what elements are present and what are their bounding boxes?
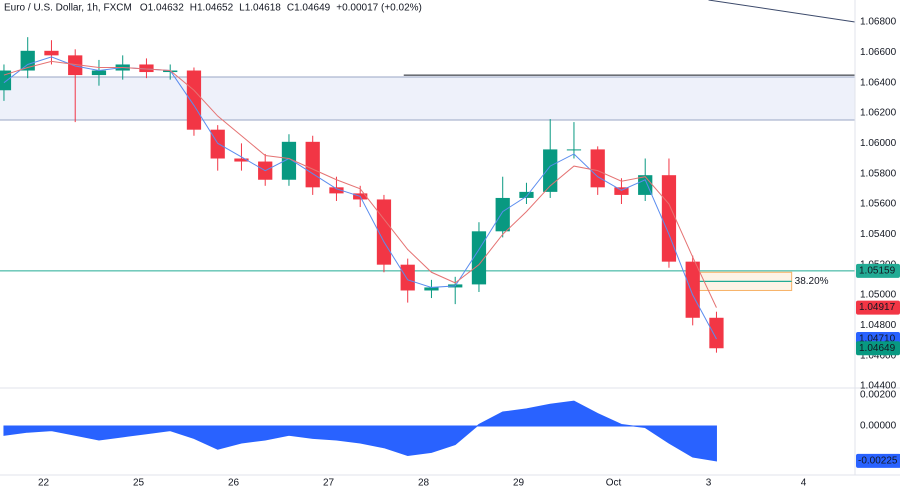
candle-body <box>661 175 677 262</box>
candle-body <box>685 261 700 318</box>
candle-body <box>424 287 439 291</box>
osc-badge <box>856 453 900 468</box>
candle-body <box>329 187 344 194</box>
fib-label: 38.20% <box>795 276 829 287</box>
price-badge-label: 1.04649 <box>859 343 896 354</box>
price-badge <box>856 341 900 356</box>
zone <box>0 77 855 120</box>
price-badge <box>856 263 900 278</box>
oscillator-area <box>3 400 717 462</box>
y-tick-label: 1.04600 <box>860 350 897 361</box>
candle-body <box>281 141 297 180</box>
y-tick-label: 1.06800 <box>860 17 897 28</box>
trend-line <box>708 0 856 23</box>
price-badge <box>856 300 900 315</box>
candle-body <box>234 158 249 162</box>
y-tick-label: 1.06400 <box>860 77 897 88</box>
x-tick-label: 4 <box>801 478 807 489</box>
y-tick-label: 0.00200 <box>860 390 897 401</box>
osc-badge-label: -0.00225 <box>858 456 898 467</box>
candle-body <box>20 50 35 71</box>
y-tick-label: 0.00000 <box>860 421 897 432</box>
candle-body <box>709 317 724 349</box>
y-tick-label: 1.05000 <box>860 290 897 301</box>
candle-body <box>44 50 59 56</box>
x-tick-label: 26 <box>228 478 240 489</box>
candle-body <box>91 70 107 76</box>
candle-body <box>186 70 202 130</box>
x-tick-label: 3 <box>706 478 712 489</box>
ohlc-value: C1.04649 <box>287 3 331 14</box>
candle-body <box>519 191 534 198</box>
candle-body <box>614 187 629 195</box>
y-tick-label: 1.06200 <box>860 108 897 119</box>
candle-body <box>68 55 83 76</box>
symbol-title: Euro / U.S. Dollar, 1h, FXCM <box>4 3 132 14</box>
candle-body <box>590 149 605 188</box>
x-tick-label: 22 <box>38 478 50 489</box>
y-tick-label: 1.05400 <box>860 229 897 240</box>
y-tick-label: 1.05600 <box>860 199 897 210</box>
candle-body <box>305 141 320 188</box>
ohlc-value: O1.04632 <box>140 3 184 14</box>
price-badge-label: 1.04710 <box>859 334 896 345</box>
y-tick-label: 1.04800 <box>860 320 897 331</box>
ohlc-value: +0.00017 (+0.02%) <box>336 3 422 14</box>
price-badge-label: 1.04917 <box>859 302 896 313</box>
candle-body <box>543 149 558 192</box>
candle-body <box>566 149 582 151</box>
candle-body <box>0 70 12 91</box>
moving-average <box>3 60 717 308</box>
y-tick-label: 1.06600 <box>860 47 897 58</box>
y-tick-label: 1.06000 <box>860 138 897 149</box>
x-tick-label: 29 <box>513 478 525 489</box>
price-badge-label: 1.05159 <box>859 266 896 277</box>
x-tick-label: Oct <box>606 478 622 489</box>
y-tick-label: 1.05800 <box>860 168 897 179</box>
x-tick-label: 25 <box>133 478 145 489</box>
candle-body <box>495 197 510 232</box>
ohlc-value: L1.04618 <box>239 3 281 14</box>
candle-body <box>210 129 225 159</box>
x-tick-label: 27 <box>323 478 335 489</box>
y-tick-label: 1.04400 <box>860 381 897 392</box>
candle-body <box>400 264 415 291</box>
ohlc-value: H1.04652 <box>190 3 234 14</box>
x-tick-label: 28 <box>418 478 430 489</box>
candle-body <box>139 64 154 73</box>
